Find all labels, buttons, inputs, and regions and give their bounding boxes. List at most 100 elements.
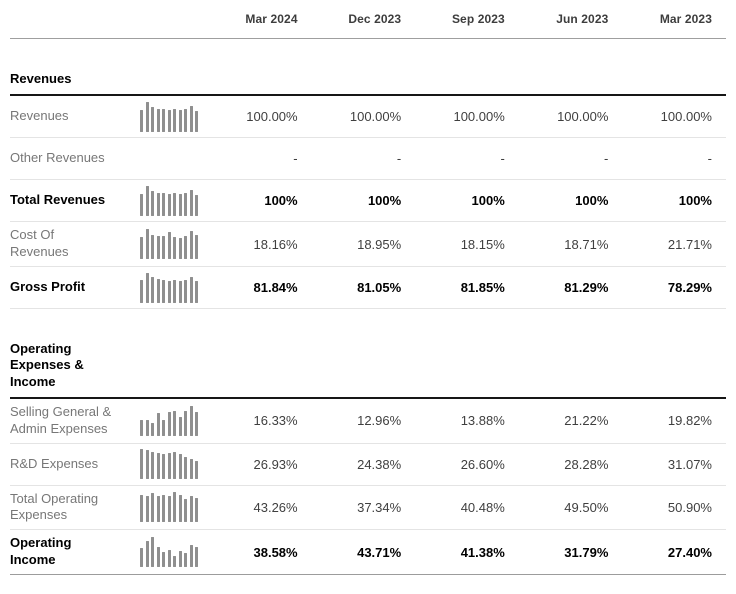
- sparkline-bar: [140, 548, 143, 568]
- cell-value: 81.84%: [253, 280, 298, 296]
- cell-value: 40.48%: [460, 499, 505, 515]
- sparkline-bar: [173, 192, 176, 216]
- sparkline-bar: [167, 109, 171, 132]
- sparkline-chart[interactable]: [140, 492, 200, 523]
- table-row[interactable]: Selling General & Admin Expenses 16.33% 12…: [10, 399, 726, 444]
- row-label: Cost Of Revenues: [10, 227, 69, 260]
- cell-value: 18.71%: [564, 236, 609, 252]
- cell-value: 43.26%: [253, 499, 298, 515]
- table-row[interactable]: Other Revenues - - - - -: [10, 138, 726, 181]
- cell-value: 100%: [264, 193, 298, 209]
- table-row[interactable]: Revenues 100.00% 100.00% 100.00% 100.00% 100.…: [10, 96, 726, 139]
- sparkline-bar: [151, 537, 154, 568]
- sparkline-bar: [184, 410, 187, 436]
- sparkline-cell: [114, 229, 208, 260]
- cell-value: 31.79%: [564, 544, 609, 560]
- sparkline-chart[interactable]: [140, 101, 200, 132]
- sparkline-bar: [162, 495, 165, 523]
- sparkline-cell: [114, 185, 208, 216]
- row-label: Revenues: [10, 108, 69, 124]
- sparkline-bar: [178, 193, 182, 216]
- cell-value: 81.85%: [460, 280, 505, 296]
- sparkline-bar: [173, 452, 176, 480]
- column-header-row: Mar 2024 Dec 2023 Sep 2023 Jun 2023 Mar 2023: [10, 0, 726, 39]
- table-row[interactable]: Gross Profit 81.84% 81.05% 81.85% 81.29% 78.2…: [10, 267, 726, 310]
- sparkline-bar: [167, 453, 171, 480]
- sparkline-chart[interactable]: [140, 449, 200, 480]
- section-heading-label: Revenues: [10, 71, 72, 86]
- sparkline-bar: [145, 450, 149, 480]
- sparkline-bar: [195, 411, 198, 436]
- sparkline-bar: [145, 496, 149, 523]
- sparkline-bar: [167, 550, 171, 568]
- cell-value: 19.82%: [667, 413, 712, 429]
- sparkline-chart[interactable]: [140, 537, 200, 568]
- row-label: Selling General & Admin Expenses: [10, 403, 112, 436]
- sparkline-bar: [178, 495, 182, 523]
- row-label: Gross Profit: [10, 279, 86, 295]
- sparkline-bar: [178, 280, 182, 303]
- sparkline-bar: [145, 272, 149, 303]
- sparkline-chart[interactable]: [140, 272, 200, 303]
- cell-value: 81.05%: [357, 280, 402, 296]
- sparkline-bar: [162, 279, 165, 303]
- column-header: Sep 2023: [451, 12, 505, 26]
- sparkline-bar: [184, 108, 187, 132]
- sparkline-bar: [184, 553, 187, 568]
- sparkline-bar: [140, 237, 143, 260]
- sparkline-bar: [162, 552, 165, 568]
- sparkline-bar: [140, 193, 143, 216]
- sparkline-bar: [173, 410, 176, 436]
- cell-value: 43.71%: [357, 544, 402, 560]
- sparkline-chart[interactable]: [140, 405, 200, 436]
- sparkline-bar: [162, 236, 165, 260]
- sparkline-bar: [151, 452, 154, 480]
- sparkline-bar: [145, 541, 149, 568]
- table-row[interactable]: R&D Expenses 26.93% 24.38% 26.60% 28.28% 31.0…: [10, 444, 726, 486]
- cell-value: 100%: [678, 193, 712, 209]
- sparkline-bar: [156, 192, 160, 216]
- sparkline-bar: [178, 109, 182, 132]
- sparkline-bar: [140, 495, 143, 523]
- cell-value: 24.38%: [357, 456, 402, 472]
- cell-value: 18.95%: [357, 236, 402, 252]
- sparkline-bar: [195, 498, 198, 523]
- section-heading: Operating Expenses & Income: [10, 309, 726, 399]
- sparkline-bar: [178, 416, 182, 436]
- cell-value: 28.28%: [564, 456, 609, 472]
- sparkline-chart[interactable]: [140, 229, 200, 260]
- sparkline-bar: [145, 229, 149, 260]
- cell-value: 100%: [367, 193, 402, 209]
- sparkline-bar: [145, 419, 149, 436]
- sparkline-bar: [162, 192, 165, 216]
- sparkline-bar: [195, 280, 198, 303]
- sparkline-cell: [114, 272, 208, 303]
- cell-value: 49.50%: [564, 499, 609, 515]
- sparkline-chart[interactable]: [140, 185, 200, 216]
- table-row[interactable]: Cost Of Revenues 18.16% 18.95% 18.15% 18.71%…: [10, 222, 726, 268]
- cell-value: 18.15%: [460, 236, 505, 252]
- table-row[interactable]: Operating Income 38.58% 43.71% 41.38% 31.79%…: [10, 530, 726, 576]
- table-row[interactable]: Total Revenues 100% 100% 100% 100% 100%: [10, 180, 726, 223]
- cell-value: 37.34%: [357, 499, 402, 515]
- sparkline-bar: [162, 108, 165, 132]
- sparkline-bar: [178, 238, 182, 260]
- sparkline-bar: [189, 276, 193, 303]
- row-label: R&D Expenses: [10, 455, 99, 471]
- sparkline-bar: [195, 194, 198, 216]
- sparkline-bar: [140, 419, 143, 436]
- sparkline-bar: [167, 411, 171, 436]
- sparkline-bar: [189, 189, 193, 216]
- table-row[interactable]: Total Operating Expenses 43.26% 37.34% 40.4…: [10, 486, 726, 531]
- sparkline-bar: [151, 276, 154, 303]
- cell-value: -: [500, 151, 505, 167]
- sparkline-bar: [140, 279, 143, 303]
- sparkline-bar: [189, 231, 193, 260]
- sparkline-bar: [156, 412, 160, 436]
- column-header: Mar 2023: [659, 12, 712, 26]
- sparkline-bar: [184, 192, 187, 216]
- sparkline-bar: [195, 110, 198, 132]
- cell-value: 21.71%: [667, 236, 712, 252]
- sparkline-bar: [195, 235, 198, 260]
